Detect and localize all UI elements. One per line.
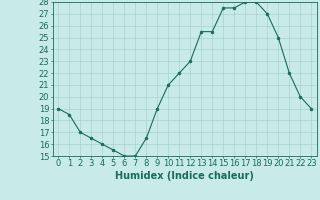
X-axis label: Humidex (Indice chaleur): Humidex (Indice chaleur) xyxy=(116,171,254,181)
